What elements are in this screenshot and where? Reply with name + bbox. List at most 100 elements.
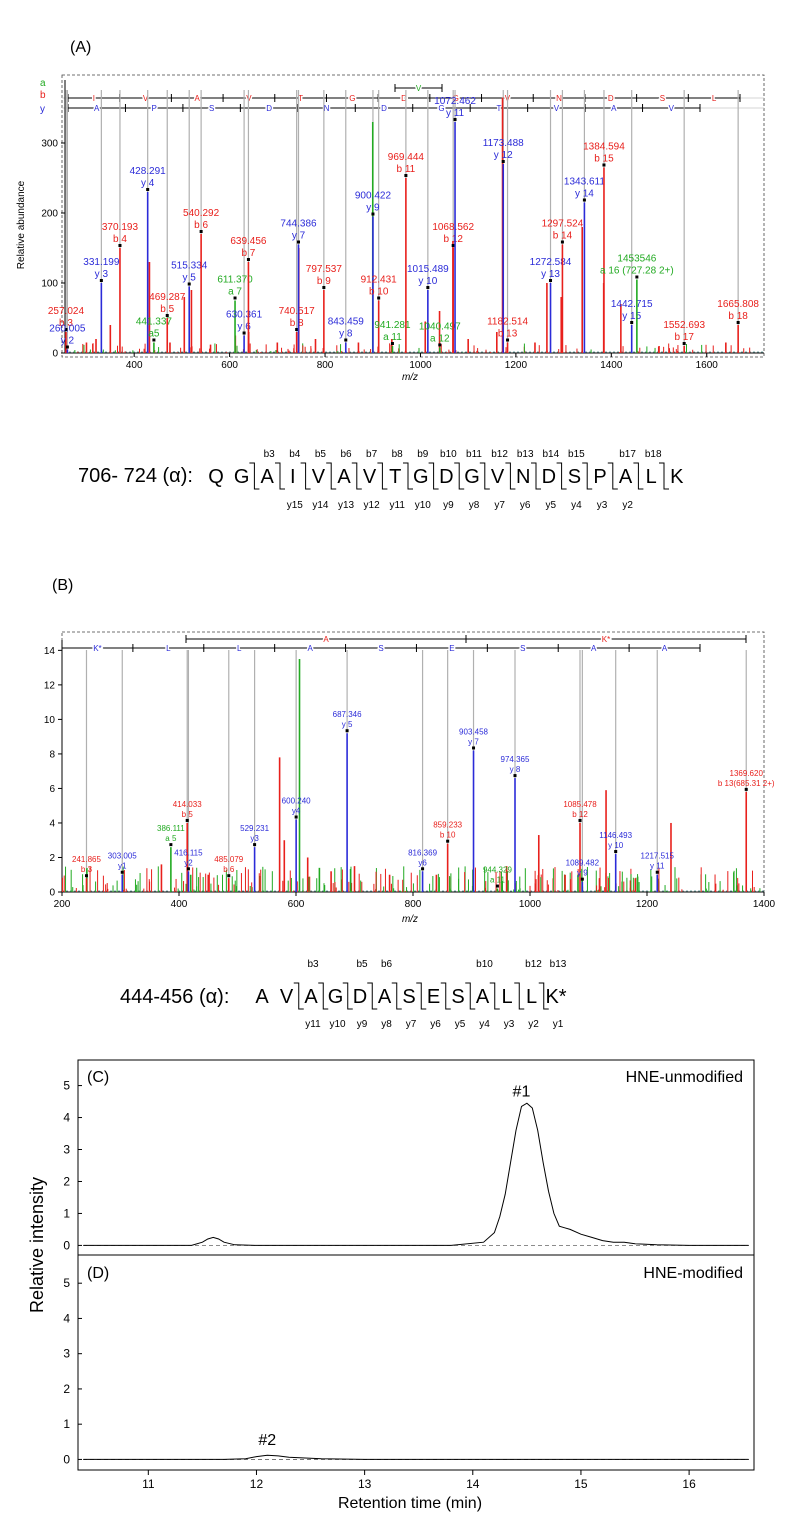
residue: S <box>402 986 415 1008</box>
residue: P <box>593 466 606 488</box>
residue: A <box>255 986 269 1008</box>
panel-cd-frame <box>77 1059 755 1471</box>
y-ion-label: y4 <box>479 1019 490 1030</box>
peak-mz-label: 260.005 <box>49 324 86 335</box>
peak-marker <box>506 338 510 342</box>
peak-mz-label: 416.115 <box>174 848 203 857</box>
residue: A <box>261 466 275 488</box>
peak-ion-label: b 5 <box>182 810 194 819</box>
ion-ladder-label: L <box>237 644 242 653</box>
cleavage-bracket <box>556 462 567 490</box>
chromatogram-trace <box>83 1102 749 1246</box>
y-tick-label: 14 <box>44 646 56 657</box>
peak-marker <box>344 338 348 342</box>
peak-marker <box>582 198 586 202</box>
cleavage-bracket <box>318 982 329 1010</box>
peak-mz-label: 529.231 <box>240 824 269 833</box>
ion-ladder-label: K* <box>602 635 610 644</box>
b-ion-label: b7 <box>366 449 378 460</box>
ion-ladder-label: V <box>554 104 560 113</box>
y-ion-label: y10 <box>415 500 432 511</box>
residue: G <box>464 466 480 488</box>
peak-mz-label: 331.199 <box>83 257 120 268</box>
b-ion-label: b10 <box>440 449 457 460</box>
peak-mz-label: 1068.562 <box>432 222 474 233</box>
x-tick-label: 1400 <box>600 360 623 371</box>
panel-c-label: (C) <box>87 1069 109 1086</box>
residue: V <box>363 466 377 488</box>
ion-ladder-label: L <box>712 94 717 103</box>
peak-mz-label: 1182.514 <box>487 317 528 328</box>
peak-ion-label: a 11 <box>383 332 402 343</box>
y-ion-label: y12 <box>364 500 381 511</box>
peak-marker <box>602 163 606 167</box>
y-tick-label: 4 <box>63 1311 70 1325</box>
x-tick-label: 400 <box>126 360 143 371</box>
cleavage-bracket <box>416 982 427 1010</box>
residue: G <box>234 466 250 488</box>
peak-ion-label: y 15 <box>622 311 641 322</box>
y-tick-label: 100 <box>41 279 58 290</box>
y-tick-label: 4 <box>49 818 55 829</box>
panel-d-label: (D) <box>87 1265 109 1282</box>
ion-ladder-label: N <box>324 104 330 113</box>
peak-marker <box>421 867 425 871</box>
x-tick-label: 1400 <box>753 899 776 910</box>
peak-marker <box>513 774 517 778</box>
peak-ion-label: y 7 <box>292 231 306 242</box>
peak-marker <box>426 286 430 289</box>
y-tick-label: 3 <box>63 1143 70 1157</box>
peak-mz-label: 303.005 <box>108 852 137 861</box>
peak-mz-label: 414.033 <box>173 800 202 809</box>
ion-ladder-label: V <box>416 84 422 93</box>
peak-ion-label: b 12 <box>443 234 463 245</box>
cleavage-bracket <box>659 462 669 490</box>
y-ion-label: y11 <box>305 1019 321 1030</box>
ion-ladder-label: S <box>378 644 383 653</box>
cleavage-bracket <box>293 982 304 1010</box>
peak-ion-label: b 8 <box>290 318 304 329</box>
peak-ion-label: y 6 <box>237 322 251 333</box>
residue: A <box>378 986 392 1008</box>
y-tick-label: 8 <box>49 749 55 760</box>
peak-marker <box>501 160 505 163</box>
ion-ladder-label: G <box>438 104 444 113</box>
panel-cd-ylabel: Relative intensity <box>27 1177 47 1313</box>
peak-marker <box>655 870 659 874</box>
x-tick-label: 1200 <box>505 360 528 371</box>
peak-marker <box>495 884 499 888</box>
y-ion-label: y7 <box>494 500 505 511</box>
y-tick-label: 4 <box>63 1111 70 1125</box>
peak-ion-label: a 7 <box>228 287 242 298</box>
peak-marker <box>744 787 748 791</box>
peak-marker <box>246 258 250 261</box>
residue: K <box>670 466 684 488</box>
peak-mz-label: 611.370 <box>217 275 253 286</box>
peak-ion-label: y 5 <box>342 720 353 729</box>
y-ion-label: y14 <box>312 500 329 511</box>
peak-ion-label: b 10 <box>440 831 456 840</box>
residue: V <box>312 466 326 488</box>
peak-mz-label: 485.079 <box>214 855 243 864</box>
ion-ladder-label: D <box>381 104 387 113</box>
peak-marker <box>635 275 639 279</box>
b-ion-label: b4 <box>289 449 301 460</box>
peak-ion-label: b 13 <box>498 329 518 340</box>
panel-b-xlabel: m/z <box>402 914 418 925</box>
panel-a-plot: 400 600 800 1000 1200 1400 1600 0 100 200 300 I V A V T… <box>41 80 764 371</box>
peak-marker <box>404 174 408 177</box>
peak-marker <box>65 345 69 349</box>
y-tick-label: 0 <box>63 1452 70 1466</box>
peak-mz-label: 843.459 <box>328 317 365 328</box>
y-tick-label: 5 <box>63 1276 70 1290</box>
legend-a: a <box>40 78 46 89</box>
peak-marker <box>345 729 349 733</box>
peak-mz-label: 257.024 <box>48 306 85 317</box>
peak-mz-label: 1272.584 <box>530 257 572 268</box>
peak-marker <box>451 244 455 247</box>
peak-ion-label: b 6 <box>223 865 235 874</box>
peak-mz-label: 630.361 <box>226 310 263 321</box>
peak-ion-label: b 6 <box>194 220 208 231</box>
